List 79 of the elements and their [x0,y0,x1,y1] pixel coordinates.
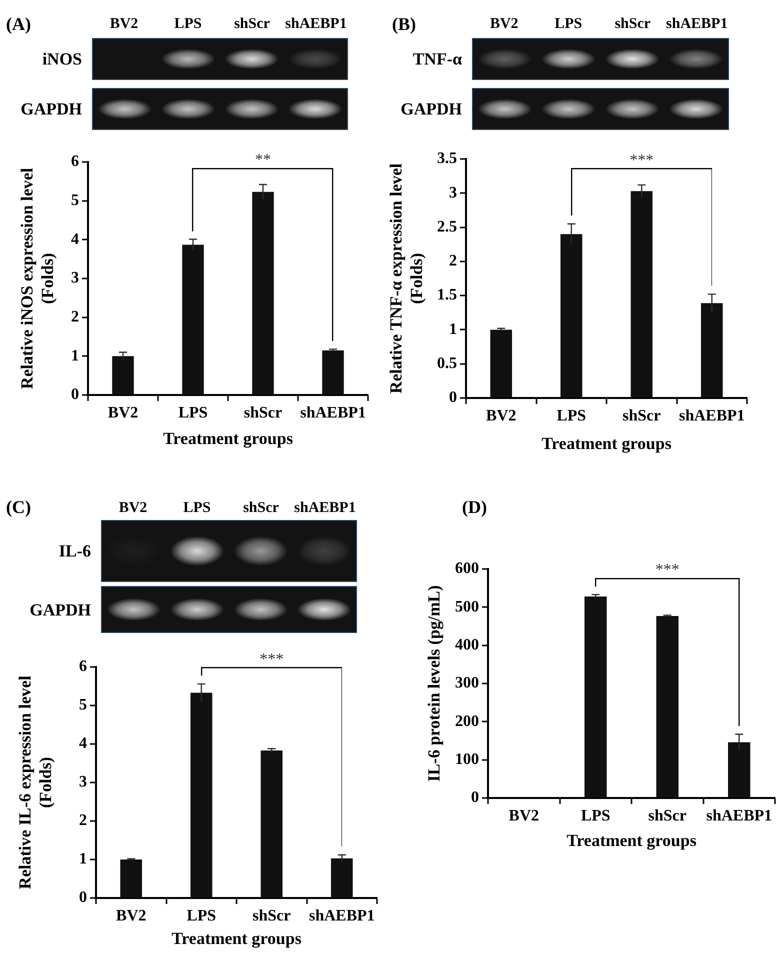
y-axis-title: IL-6 protein levels (pg/mL) [424,585,444,782]
x-tick-label: shAEBP1 [308,908,375,925]
x-tick-label: shScr [252,908,291,925]
x-tick-label: LPS [178,404,208,422]
x-axis-title: Treatment groups [163,429,294,448]
y-tick-label: 3 [71,270,79,287]
y-tick-label: 2.5 [437,218,457,236]
chart-title: (D) [462,497,487,517]
annotation: ** [255,152,271,169]
y-tick-label: 4 [79,735,87,752]
x-axis-title: Treatment groups [542,434,672,454]
y-axis-title: Relative iNOS expression level (Folds) [18,168,57,390]
annotation: *** [655,562,680,579]
category-label: BV2 [118,500,148,516]
x-tick-label: shAEBP1 [706,808,772,825]
y-tick-label: 0 [449,389,457,406]
category-label: LPS [174,16,202,32]
y-tick-label: 600 [455,560,479,578]
y-tick-label: 2 [79,812,87,830]
y-tick-label: 3 [79,774,87,791]
y-tick-label: 3.5 [437,150,457,168]
category-label: shAEBP1 [294,500,356,516]
category-label: shScr [614,16,651,32]
y-tick-label: 1 [71,347,79,364]
chart-title: (C) [6,497,31,517]
y-tick-label: 2 [449,252,457,270]
y-tick-label: 100 [455,750,479,768]
category-label: shAEBP1 [285,16,347,32]
category-label: shScr [234,16,270,32]
y-tick-label: 400 [455,636,479,654]
x-tick-label: BV2 [486,408,516,425]
x-tick-label: shAEBP1 [678,408,745,425]
y-tick-label: 5 [79,696,87,714]
text: TNF-α [412,50,462,68]
y-tick-label: 2 [71,308,79,326]
text: IL-6 [58,542,91,560]
x-axis-title: Treatment groups [172,929,302,948]
y-tick-label: 4 [71,230,79,248]
category-label: BV2 [490,16,518,32]
y-axis-title: Relative TNF-α expression level (Folds) [386,163,426,394]
y-tick-label: 6 [71,153,79,170]
y-tick-label: 6 [79,658,87,676]
y-tick-label: 300 [455,674,479,692]
text: GAPDH [30,600,91,619]
y-axis-title: Relative IL-6 expression level (Folds) [16,675,55,890]
category-label: shAEBP1 [666,16,728,32]
x-tick-label: shScr [648,808,686,825]
x-tick-label: shScr [622,408,661,425]
annotation: *** [630,152,654,169]
category-label: BV2 [110,16,138,32]
y-tick-label: 0 [71,386,79,404]
text: iNOS [42,50,82,68]
y-tick-label: 3 [449,184,457,202]
x-tick-label: LPS [556,408,586,425]
y-tick-label: 200 [455,712,479,730]
chart-title: (B) [392,14,416,34]
x-tick-label: shScr [244,404,282,422]
x-axis-title: Treatment groups [566,831,697,850]
y-tick-label: 0 [79,889,87,906]
x-tick-label: shAEBP1 [300,404,366,422]
x-tick-label: BV2 [108,404,138,422]
text: GAPDH [400,100,462,118]
y-tick-label: 5 [71,192,79,209]
y-tick-label: 0 [471,789,479,806]
y-tick-label: 1 [79,850,87,868]
x-tick-label: LPS [580,808,610,825]
category-label: shScr [243,500,279,516]
annotation: *** [260,650,284,668]
x-tick-label: LPS [186,908,216,925]
x-tick-label: BV2 [508,808,539,825]
y-tick-label: 500 [455,598,479,616]
text: GAPDH [20,100,82,118]
chart-title: (A) [6,14,31,34]
category-label: LPS [554,16,582,32]
category-label: LPS [183,500,211,516]
y-tick-label: 1 [449,320,457,338]
x-tick-label: BV2 [116,908,146,925]
y-tick-label: 0.5 [437,355,457,372]
y-tick-label: 1.5 [437,286,457,304]
